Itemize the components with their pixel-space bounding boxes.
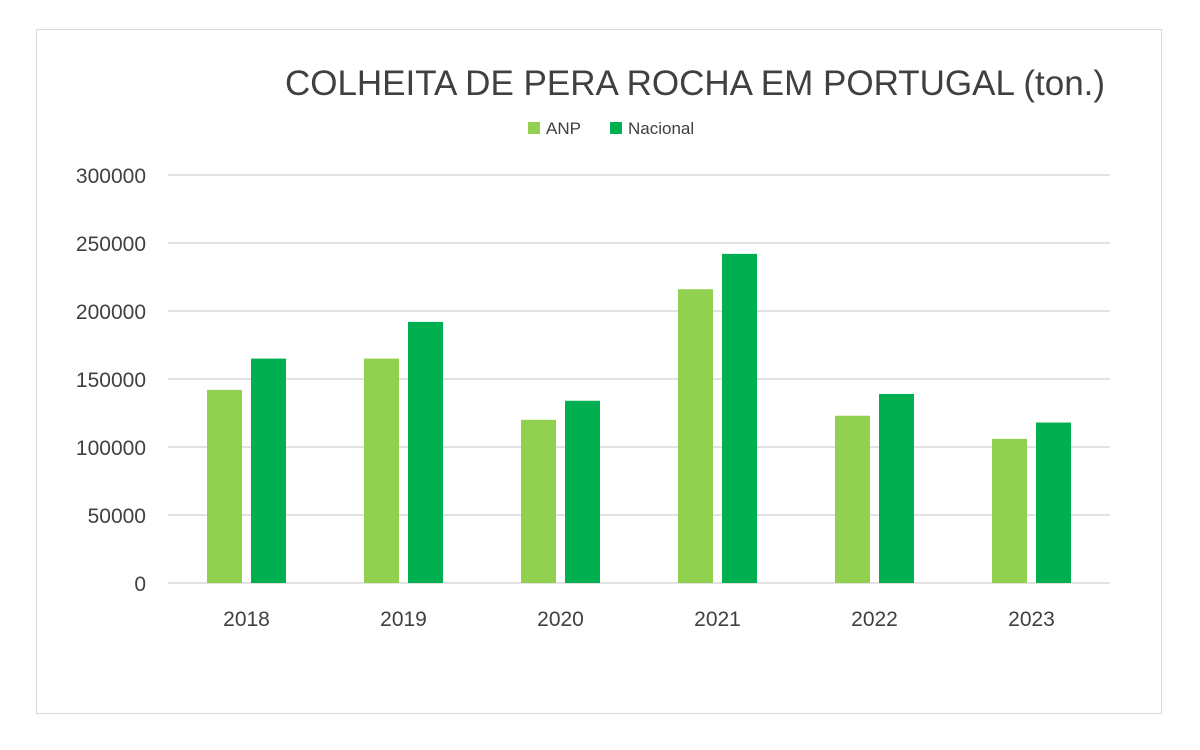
y-tick-label: 50000 [88, 505, 146, 528]
x-tick-label: 2023 [1008, 608, 1055, 631]
x-tick-label: 2019 [380, 608, 427, 631]
bar-nacional-2018 [251, 358, 286, 583]
x-tick-label: 2021 [694, 608, 741, 631]
x-tick-label: 2020 [537, 608, 584, 631]
y-tick-label: 300000 [76, 165, 146, 188]
y-axis: 0 50000 100000 150000 200000 250000 300000 [76, 165, 146, 596]
bar-nacional-2020 [565, 400, 600, 583]
bar-anp-2022 [835, 415, 870, 583]
legend-label-nacional: Nacional [628, 119, 694, 138]
y-tick-label: 150000 [76, 369, 146, 392]
bar-nacional-2021 [722, 253, 757, 583]
chart-title: COLHEITA DE PERA ROCHA EM PORTUGAL (ton.… [285, 64, 1105, 103]
x-tick-label: 2018 [223, 608, 270, 631]
legend-swatch-anp [528, 122, 540, 134]
legend: ANP Nacional [528, 119, 694, 138]
x-axis: 2018 2019 2020 2021 2022 2023 [223, 608, 1055, 631]
bar-anp-2020 [521, 419, 556, 583]
bar-anp-2018 [207, 389, 242, 583]
bar-nacional-2022 [879, 393, 914, 583]
bar-anp-2019 [364, 358, 399, 583]
legend-swatch-nacional [610, 122, 622, 134]
grid-lines [168, 174, 1110, 584]
y-tick-label: 250000 [76, 233, 146, 256]
y-tick-label: 100000 [76, 437, 146, 460]
legend-label-anp: ANP [546, 119, 581, 138]
chart-frame [36, 29, 1162, 714]
bar-anp-2021 [678, 289, 713, 583]
x-tick-label: 2022 [851, 608, 898, 631]
bar-anp-2023 [992, 438, 1027, 583]
bar-nacional-2019 [408, 321, 443, 583]
bar-nacional-2023 [1036, 422, 1071, 583]
bars [207, 253, 1071, 583]
y-tick-label: 200000 [76, 301, 146, 324]
y-tick-label: 0 [134, 573, 146, 596]
